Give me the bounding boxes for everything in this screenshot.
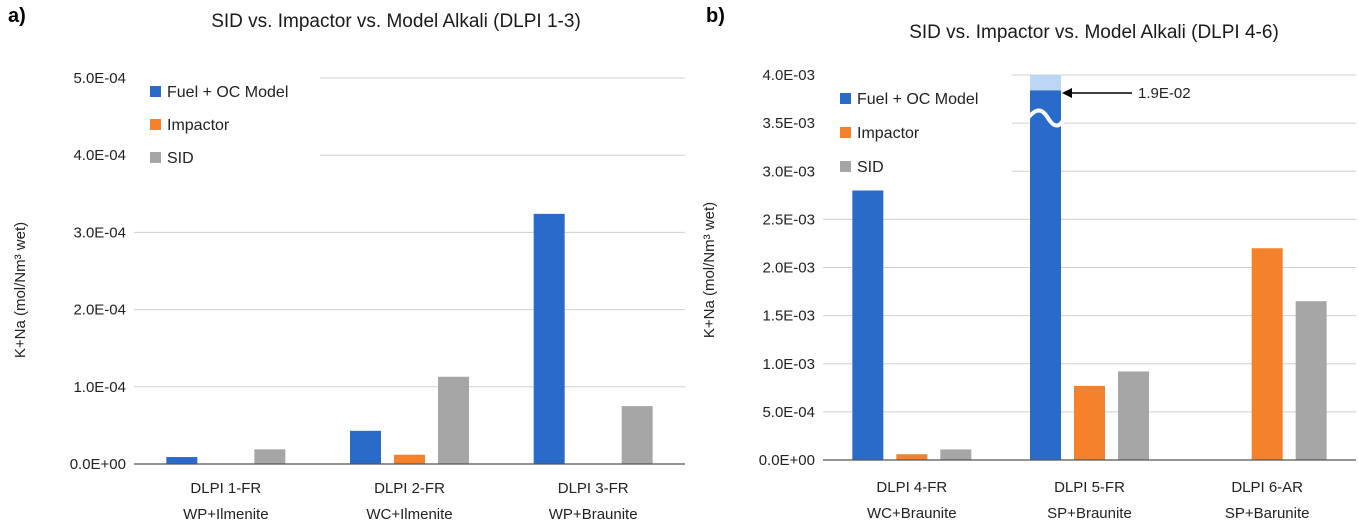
off-scale-bar-cap [1030, 75, 1061, 91]
panel-b-title: SID vs. Impactor vs. Model Alkali (DLPI … [909, 22, 1279, 43]
p0-legend-label-2: SID [167, 150, 194, 167]
p1-cat-label-1-0: DLPI 5-FR [1054, 479, 1125, 496]
panel-a-title: SID vs. Impactor vs. Model Alkali (DLPI … [211, 11, 581, 32]
p0-bar-1-1 [394, 454, 425, 464]
p0-cat-label-2-0: DLPI 3-FR [558, 480, 629, 497]
p1-bar-0-1 [1030, 75, 1061, 460]
p1-cat-label-0-1: WC+Braunite [867, 505, 957, 522]
p1-legend-swatch-0 [840, 93, 851, 104]
p0-bar-2-0 [254, 449, 286, 464]
p0-legend-label-1: Impactor [167, 117, 230, 134]
p1-cat-label-1-1: SP+Braunite [1047, 505, 1132, 522]
p1-legend-swatch-2 [840, 161, 851, 172]
p0-ytick-2: 2.0E-04 [73, 302, 126, 319]
panel-b-ylabel: K+Na (mol/Nm³ wet) [701, 202, 718, 338]
p1-ytick-7: 3.5E-03 [762, 115, 815, 132]
panel-a-ylabel: K+Na (mol/Nm³ wet) [12, 222, 29, 358]
p1-bar-1-1 [1074, 385, 1105, 460]
p0-bar-0-1 [350, 430, 381, 464]
p0-cat-label-1-1: WC+Ilmenite [366, 506, 452, 523]
p1-legend-label-2: SID [857, 159, 884, 176]
p1-bar-2-0 [940, 449, 972, 460]
p1-ytick-5: 2.5E-03 [762, 211, 815, 228]
p0-bar-2-1 [438, 376, 469, 464]
annotation-arrow-head [1062, 88, 1072, 98]
p1-bar-2-1 [1118, 371, 1149, 460]
axis-break-mark [1026, 108, 1066, 128]
panel-b-legend: Fuel + OC Model Impactor SID [840, 91, 978, 176]
p1-ytick-8: 4.0E-03 [762, 67, 815, 84]
p1-ytick-1: 5.0E-04 [762, 404, 815, 421]
p0-legend-swatch-1 [150, 119, 161, 130]
p1-bar-2-2 [1295, 301, 1327, 460]
p0-ytick-0: 0.0E+00 [70, 456, 126, 473]
p1-ytick-6: 3.0E-03 [762, 163, 815, 180]
p0-legend-label-0: Fuel + OC Model [167, 84, 288, 101]
panel-b-annotation: 1.9E-02 [1026, 75, 1191, 128]
p0-bar-0-0 [166, 457, 198, 464]
p1-legend-swatch-1 [840, 127, 851, 138]
p0-legend-swatch-0 [150, 86, 161, 97]
p0-ytick-5: 5.0E-04 [73, 70, 126, 87]
p0-bar-2-2 [621, 406, 653, 464]
p0-ytick-3: 3.0E-04 [73, 224, 126, 241]
p1-ytick-3: 1.5E-03 [762, 308, 815, 325]
p1-cat-label-2-1: SP+Barunite [1225, 505, 1310, 522]
p1-cat-label-0-0: DLPI 4-FR [876, 479, 947, 496]
panel-a-plot: 0.0E+00 1.0E-04 2.0E-04 3.0E-04 4.0E-04 5.0E-… [70, 70, 685, 523]
p0-ytick-1: 1.0E-04 [73, 379, 126, 396]
annotation-label: 1.9E-02 [1138, 85, 1191, 102]
panel-b-plot: 0.0E+00 5.0E-04 1.0E-03 1.5E-03 2.0E-03 2.5E-… [759, 67, 1356, 522]
p1-bar-0-0 [852, 190, 884, 460]
panel-b-label: b) [706, 5, 725, 27]
p1-ytick-4: 2.0E-03 [762, 260, 815, 277]
panel-a-legend: Fuel + OC Model Impactor SID [150, 84, 288, 167]
p1-legend-label-1: Impactor [857, 125, 920, 142]
p0-cat-label-0-0: DLPI 1-FR [190, 480, 261, 497]
p1-ytick-0: 0.0E+00 [759, 452, 815, 469]
p0-ytick-4: 4.0E-04 [73, 147, 126, 164]
p0-bar-0-2 [533, 213, 565, 464]
p0-cat-label-1-0: DLPI 2-FR [374, 480, 445, 497]
p1-bar-1-0 [896, 454, 928, 460]
p0-legend-swatch-2 [150, 152, 161, 163]
panel-a-label: a) [8, 5, 26, 27]
p0-cat-label-2-1: WP+Braunite [549, 506, 638, 523]
p0-cat-label-0-1: WP+Ilmenite [183, 506, 268, 523]
p1-bar-1-2 [1251, 248, 1283, 460]
p1-cat-label-2-0: DLPI 6-AR [1231, 479, 1303, 496]
p1-ytick-2: 1.0E-03 [762, 356, 815, 373]
p1-legend-label-0: Fuel + OC Model [857, 91, 978, 108]
